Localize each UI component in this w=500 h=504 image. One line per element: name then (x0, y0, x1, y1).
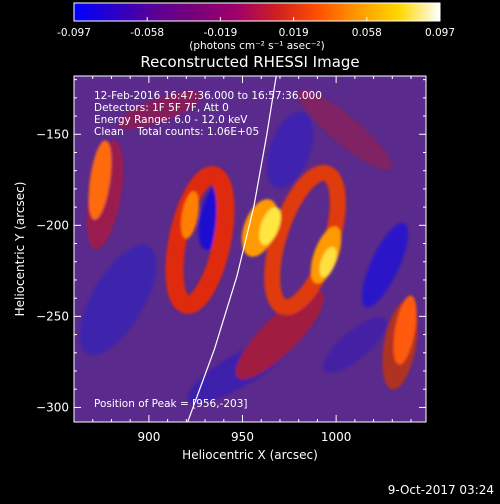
colorbar-tick-label: 0.097 (425, 27, 455, 39)
x-tick-label: 950 (231, 430, 254, 444)
y-tick-label: −300 (36, 400, 69, 414)
x-tick-label: 1000 (321, 430, 352, 444)
peak-position-text: Position of Peak = [956,-203] (94, 398, 248, 410)
x-tick-label: 900 (137, 430, 160, 444)
colorbar-ticks: -0.097 -0.058 -0.019 0.019 0.058 0.097 (57, 2, 455, 39)
plot-area: 900 950 1000 −150 −200 −250 −300 (36, 75, 427, 444)
colorbar: -0.097 -0.058 -0.019 0.019 0.058 0.097 (photo… (57, 2, 455, 52)
y-axis-ticks: −150 −200 −250 −300 (36, 79, 426, 414)
colorbar-tick-label: -0.058 (130, 27, 164, 39)
colorbar-tick-label: 0.058 (352, 27, 382, 39)
chart-title: Reconstructed RHESSI Image (140, 53, 359, 71)
heatmap-image (79, 89, 418, 404)
clean-counts-text: Clean Total counts: 1.06E+05 (94, 126, 259, 138)
y-tick-label: −200 (36, 218, 69, 232)
solar-limb-curve (187, 76, 277, 422)
colorbar-tick-label: -0.019 (203, 27, 237, 39)
colorbar-tick-label: -0.097 (57, 27, 91, 39)
observation-info: 12-Feb-2016 16:47:36.000 to 16:57:36.000… (94, 90, 322, 410)
y-axis-label: Heliocentric Y (arcsec) (13, 182, 27, 317)
timestamp: 9-Oct-2017 03:24 (388, 483, 494, 497)
time-range-text: 12-Feb-2016 16:47:36.000 to 16:57:36.000 (94, 90, 322, 102)
x-axis-ticks: 900 950 1000 (92, 76, 412, 444)
colorbar-tick-label: 0.019 (279, 27, 309, 39)
energy-range-text: Energy Range: 6.0 - 12.0 keV (94, 114, 248, 126)
y-tick-label: −150 (36, 127, 69, 141)
plot-frame (73, 75, 427, 423)
y-tick-label: −250 (36, 309, 69, 323)
detectors-text: Detectors: 1F 5F 7F, Att 0 (94, 102, 229, 114)
colorbar-gradient (74, 3, 440, 21)
colorbar-frame (73, 2, 441, 22)
x-axis-label: Heliocentric X (arcsec) (182, 448, 318, 462)
colorbar-unit-label: (photons cm⁻² s⁻¹ asec⁻²) (189, 40, 324, 52)
